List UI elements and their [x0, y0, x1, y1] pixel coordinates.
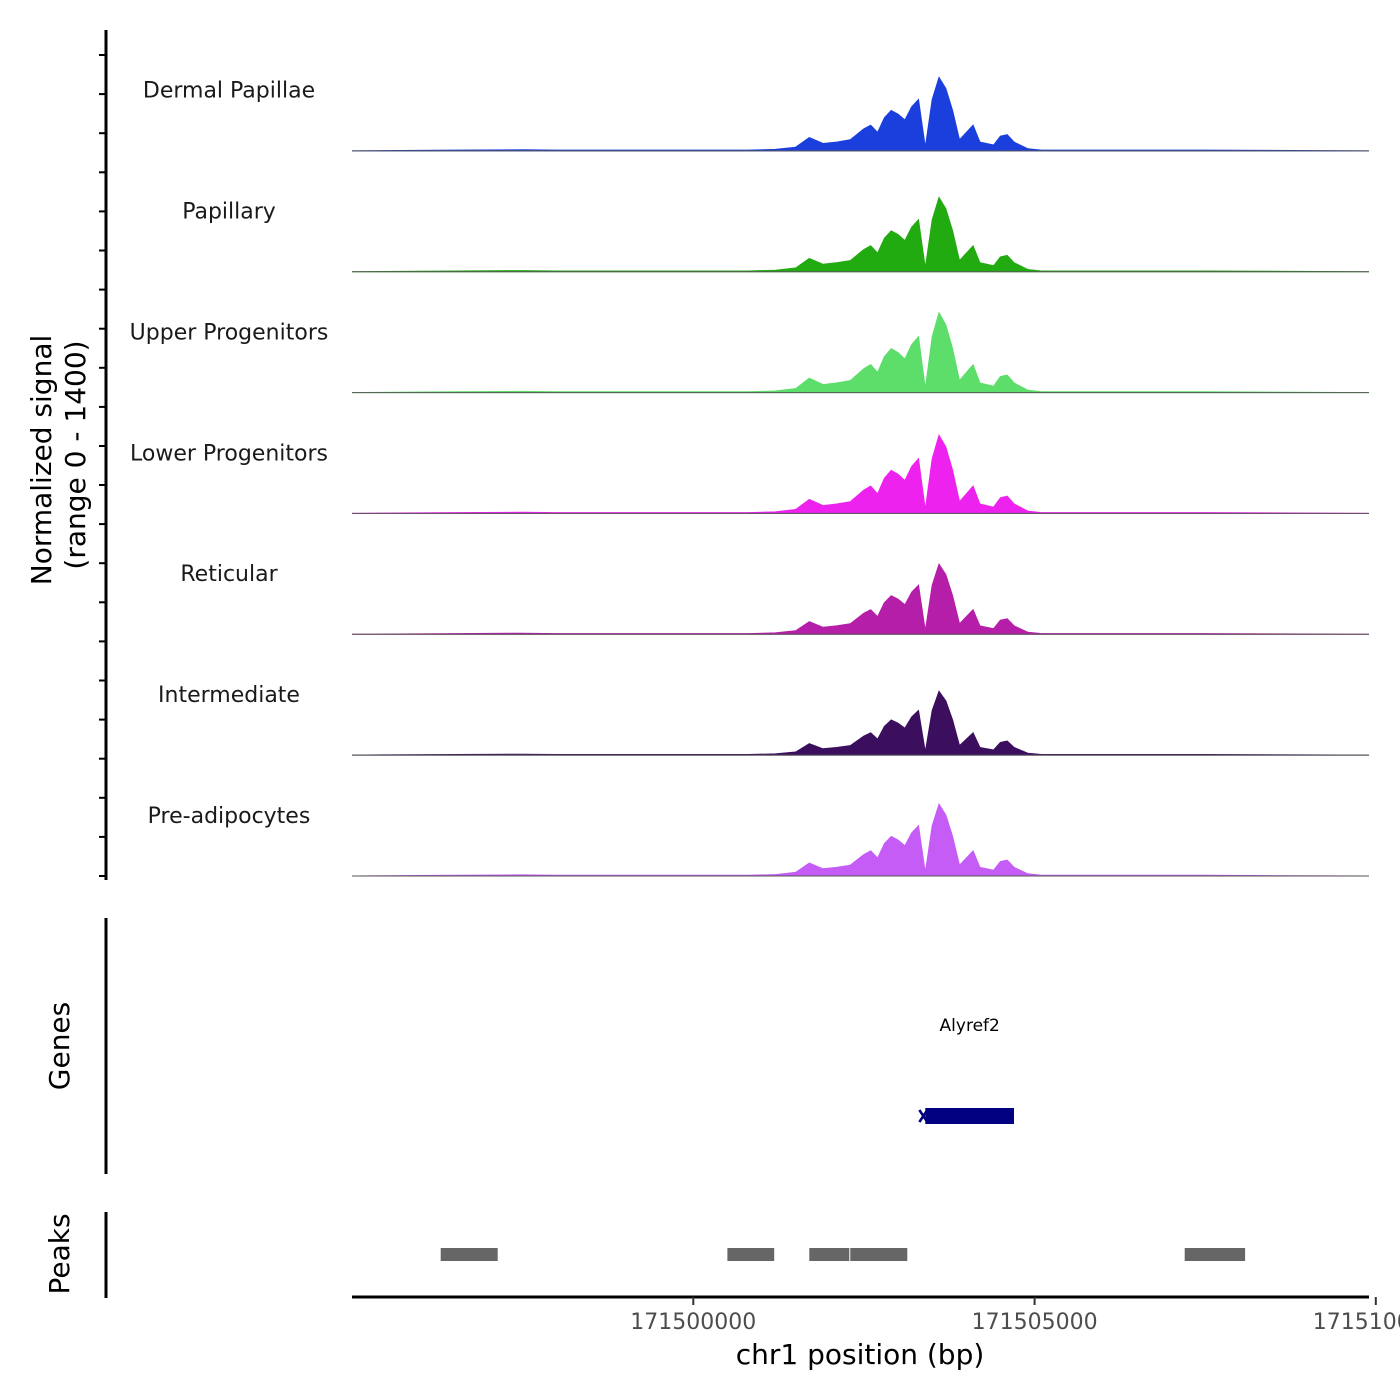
x-axis-ticks: 171500000 171505000 171510000 — [630, 1297, 1400, 1335]
x-axis-title: chr1 position (bp) — [736, 1338, 985, 1371]
signal-area — [351, 434, 1370, 514]
peak-region — [440, 1248, 498, 1261]
track-label: Upper Progenitors — [130, 320, 329, 345]
track-label: Dermal Papillae — [143, 79, 315, 104]
genes-track-title: Genes — [43, 1002, 76, 1090]
signal-area — [351, 562, 1370, 635]
signal-tracks: Dermal Papillae Papillary Upper Progenitor… — [130, 76, 1370, 877]
signal-area — [351, 311, 1370, 394]
y-axis-title: Normalized signal — [25, 335, 58, 586]
track-label: Papillary — [182, 200, 276, 225]
peak-region — [850, 1248, 908, 1261]
peak-region — [727, 1248, 775, 1261]
peak-track — [440, 1248, 1246, 1261]
gene-strand-marker — [918, 1109, 929, 1123]
signal-area — [351, 803, 1370, 877]
track-label: Lower Progenitors — [130, 441, 328, 466]
signal-area — [351, 196, 1370, 273]
track-label: Reticular — [180, 562, 278, 587]
gene-track: Alyref2 — [918, 1016, 1014, 1124]
track-label: Pre-adipocytes — [148, 804, 311, 829]
x-tick-label: 171510000 — [1313, 1310, 1400, 1335]
x-tick-label: 171505000 — [972, 1310, 1098, 1335]
x-tick-label: 171500000 — [630, 1310, 756, 1335]
gene-label: Alyref2 — [940, 1016, 1000, 1036]
peak-region — [809, 1248, 850, 1261]
signal-area — [351, 690, 1370, 756]
peaks-track-title: Peaks — [43, 1213, 76, 1294]
signal-y-ticks — [99, 54, 106, 877]
peak-region — [1184, 1248, 1246, 1261]
gene-body — [925, 1108, 1014, 1124]
track-label: Intermediate — [158, 683, 300, 708]
y-axis-range: (range 0 - 1400) — [59, 340, 92, 569]
signal-area — [351, 76, 1370, 152]
